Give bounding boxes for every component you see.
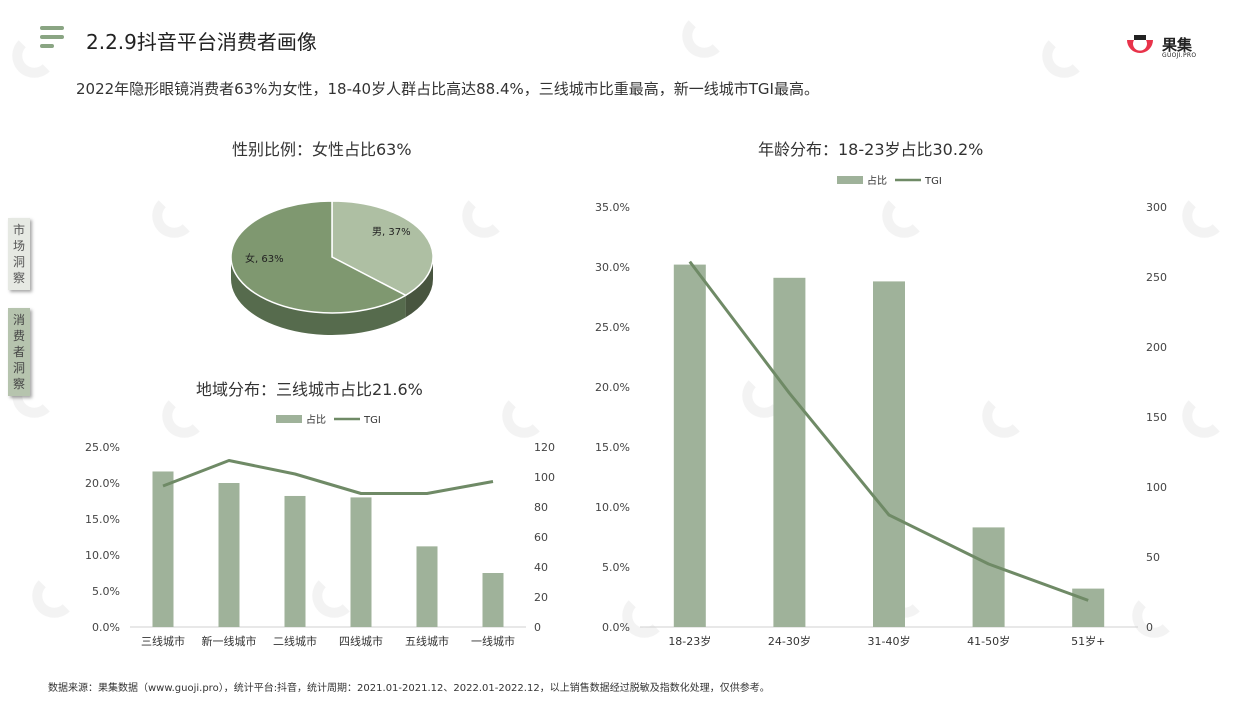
y-left-tick-label: 20.0% xyxy=(595,381,630,394)
watermark-mark xyxy=(462,200,500,238)
bar xyxy=(1072,588,1105,627)
bar xyxy=(482,573,504,627)
brand-logo: 果集 GUOJI.PRO xyxy=(1122,30,1202,66)
watermark-mark xyxy=(682,20,720,58)
bar xyxy=(673,264,706,627)
bar xyxy=(152,471,174,627)
y-left-tick-label: 5.0% xyxy=(92,585,120,598)
data-source-note: 数据来源：果集数据（www.guoji.pro），统计平台:抖音，统计周期：20… xyxy=(48,683,770,694)
x-tick-label: 新一线城市 xyxy=(202,634,257,648)
y-right-tick-label: 120 xyxy=(534,441,555,454)
pie-side-male xyxy=(405,257,433,318)
side-tab-consumer[interactable]: 消费者洞察 xyxy=(8,308,30,396)
region-chart-title: 地域分布：三线城市占比21.6% xyxy=(196,380,423,399)
y-left-tick-label: 15.0% xyxy=(85,513,120,526)
y-right-tick-label: 0 xyxy=(534,621,541,634)
y-left-tick-label: 0.0% xyxy=(92,621,120,634)
y-right-tick-label: 20 xyxy=(534,591,548,604)
bar xyxy=(972,527,1005,627)
bar xyxy=(284,495,306,627)
legend-swatch-bar xyxy=(276,415,302,423)
x-tick-label: 一线城市 xyxy=(471,634,515,648)
age-chart-title: 年龄分布：18-23岁占比30.2% xyxy=(758,140,984,159)
watermark-logo-icon xyxy=(152,200,190,238)
bar xyxy=(773,277,806,627)
watermark-mark xyxy=(1182,200,1220,238)
y-right-tick-label: 0 xyxy=(1146,621,1153,634)
watermark-logo-icon xyxy=(462,200,500,238)
y-left-tick-label: 25.0% xyxy=(85,441,120,454)
logo-icon xyxy=(1127,35,1153,53)
watermark-mark xyxy=(1042,40,1080,78)
y-right-tick-label: 100 xyxy=(1146,481,1167,494)
x-tick-label: 41-50岁 xyxy=(967,634,1010,648)
side-tab-label: 市场洞察 xyxy=(12,223,25,285)
side-tab-label: 消费者洞察 xyxy=(12,313,25,391)
pie-slice-female xyxy=(230,200,408,314)
x-tick-label: 31-40岁 xyxy=(868,634,911,648)
y-right-tick-label: 50 xyxy=(1146,551,1160,564)
watermark-logo-icon xyxy=(1042,40,1080,78)
pie-label-male: 男, 37% xyxy=(372,226,411,238)
y-left-tick-label: 5.0% xyxy=(602,561,630,574)
legend-label-bar: 占比 xyxy=(306,413,326,426)
legend-label-line: TGI xyxy=(924,176,942,187)
x-tick-label: 五线城市 xyxy=(405,634,449,648)
x-tick-label: 18-23岁 xyxy=(668,634,711,648)
page-subtitle: 2022年隐形眼镜消费者63%为女性，18-40岁人群占比高达88.4%，三线城… xyxy=(76,80,819,98)
bar xyxy=(350,497,372,627)
watermark-logo-icon xyxy=(1182,200,1220,238)
menu-icon xyxy=(40,26,64,48)
legend-label-line: TGI xyxy=(363,415,381,426)
y-right-tick-label: 40 xyxy=(534,561,548,574)
watermark-logo-icon xyxy=(1182,400,1220,438)
y-left-tick-label: 0.0% xyxy=(602,621,630,634)
y-right-tick-label: 80 xyxy=(534,501,548,514)
tgi-line xyxy=(688,260,1089,602)
pie-chart-title: 性别比例：女性占比63% xyxy=(232,140,412,159)
pie-chart: 女, 63% 男, 37% xyxy=(230,200,434,335)
x-tick-label: 四线城市 xyxy=(339,634,383,648)
logo-name: 果集 xyxy=(1162,36,1193,54)
watermark-mark xyxy=(152,200,190,238)
watermark-logo-icon xyxy=(682,20,720,58)
region-chart: 占比 TGI 0.0% 5.0% 10.0% 15.0% 20.0% 25.0% 0 20 40 60… xyxy=(85,413,555,648)
pie-label-female: 女, 63% xyxy=(245,252,284,265)
y-right-tick-label: 100 xyxy=(534,471,555,484)
legend-label-bar: 占比 xyxy=(867,174,887,187)
x-tick-label: 三线城市 xyxy=(141,634,185,648)
y-right-tick-label: 200 xyxy=(1146,341,1167,354)
y-left-tick-label: 15.0% xyxy=(595,441,630,454)
bar xyxy=(218,483,240,627)
y-right-tick-label: 150 xyxy=(1146,411,1167,424)
tgi-line xyxy=(162,459,494,495)
y-left-tick-label: 10.0% xyxy=(595,501,630,514)
y-right-tick-label: 300 xyxy=(1146,201,1167,214)
pie-slice-male xyxy=(331,200,434,297)
x-tick-label: 51岁+ xyxy=(1071,634,1105,648)
watermark-mark xyxy=(1182,400,1220,438)
y-left-tick-label: 35.0% xyxy=(595,201,630,214)
y-right-tick-label: 250 xyxy=(1146,271,1167,284)
age-chart: 占比 TGI 0.0% 5.0% 10.0% 15.0% 20.0% 25.0% 30.0% 35… xyxy=(595,174,1167,648)
x-tick-label: 24-30岁 xyxy=(768,634,811,648)
bar xyxy=(873,281,905,627)
y-left-tick-label: 25.0% xyxy=(595,321,630,334)
page-title: 2.2.9抖音平台消费者画像 xyxy=(86,30,317,54)
pie-side-female xyxy=(231,257,406,335)
y-left-tick-label: 10.0% xyxy=(85,549,120,562)
legend-swatch-bar xyxy=(837,176,863,184)
bar xyxy=(416,546,438,627)
y-right-tick-label: 60 xyxy=(534,531,548,544)
y-left-tick-label: 20.0% xyxy=(85,477,120,490)
x-tick-label: 二线城市 xyxy=(273,634,317,648)
y-left-tick-label: 30.0% xyxy=(595,261,630,274)
logo-sub: GUOJI.PRO xyxy=(1162,52,1197,59)
side-tab-market[interactable]: 市场洞察 xyxy=(8,218,30,290)
